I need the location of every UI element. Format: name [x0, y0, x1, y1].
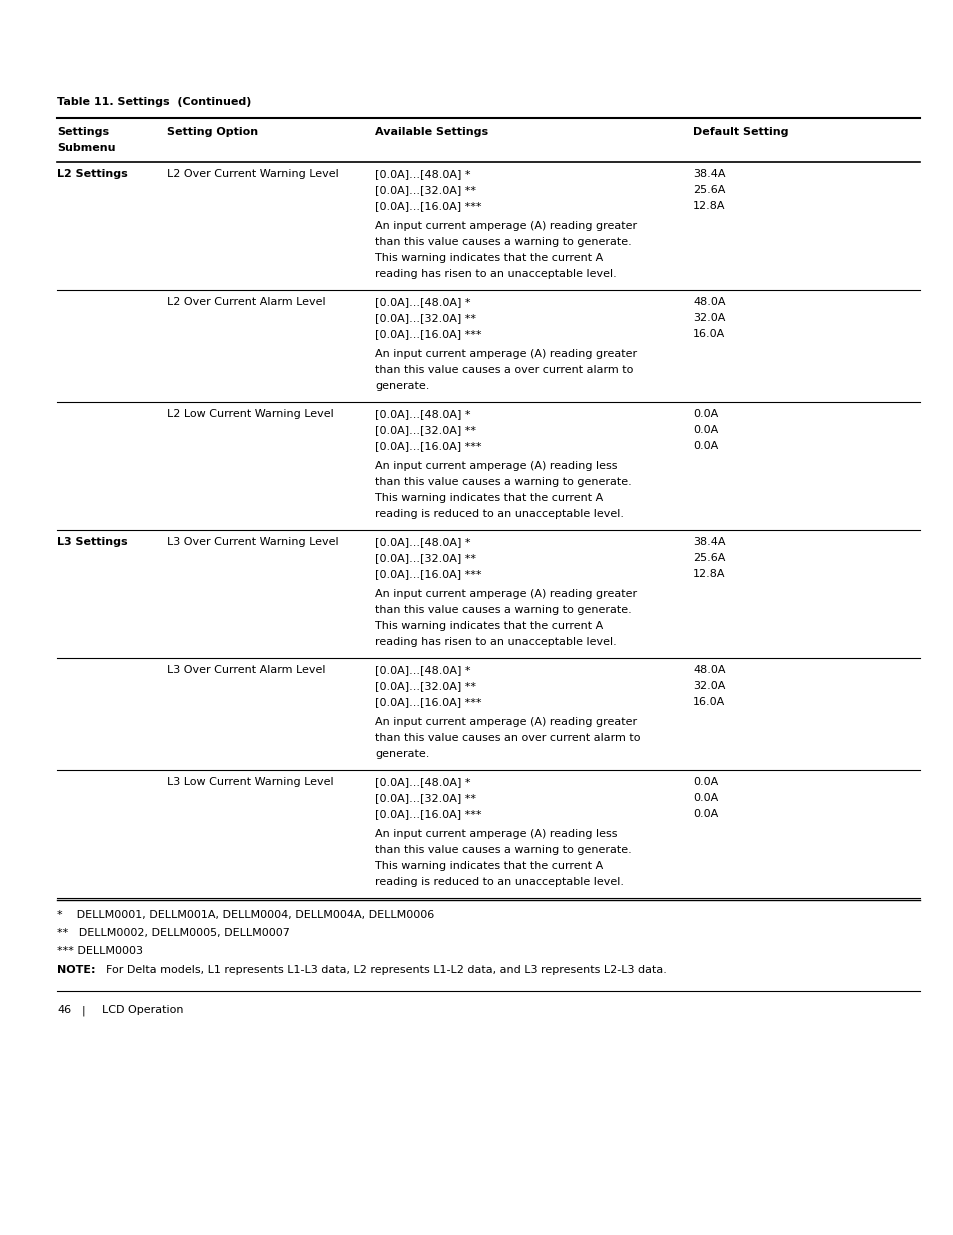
- Text: 0.0A: 0.0A: [692, 809, 718, 819]
- Text: L3 Settings: L3 Settings: [57, 537, 128, 547]
- Text: 16.0A: 16.0A: [692, 329, 724, 338]
- Text: than this value causes an over current alarm to: than this value causes an over current a…: [375, 734, 639, 743]
- Text: than this value causes a warning to generate.: than this value causes a warning to gene…: [375, 477, 631, 487]
- Text: 0.0A: 0.0A: [692, 793, 718, 803]
- Text: L2 Settings: L2 Settings: [57, 169, 128, 179]
- Text: reading has risen to an unacceptable level.: reading has risen to an unacceptable lev…: [375, 637, 616, 647]
- Text: [0.0A]...[48.0A] *: [0.0A]...[48.0A] *: [375, 296, 470, 308]
- Text: 46: 46: [57, 1005, 71, 1015]
- Text: This warning indicates that the current A: This warning indicates that the current …: [375, 861, 602, 871]
- Text: [0.0A]...[16.0A] ***: [0.0A]...[16.0A] ***: [375, 809, 481, 819]
- Text: *    DELLM0001, DELLM001A, DELLM0004, DELLM004A, DELLM0006: * DELLM0001, DELLM001A, DELLM0004, DELLM…: [57, 910, 434, 920]
- Text: [0.0A]...[48.0A] *: [0.0A]...[48.0A] *: [375, 777, 470, 787]
- Text: generate.: generate.: [375, 382, 429, 391]
- Text: **   DELLM0002, DELLM0005, DELLM0007: ** DELLM0002, DELLM0005, DELLM0007: [57, 927, 290, 939]
- Text: [0.0A]...[48.0A] *: [0.0A]...[48.0A] *: [375, 664, 470, 676]
- Text: [0.0A]...[32.0A] **: [0.0A]...[32.0A] **: [375, 680, 476, 692]
- Text: Setting Option: Setting Option: [167, 127, 258, 137]
- Text: NOTE:: NOTE:: [57, 965, 95, 974]
- Text: [0.0A]...[32.0A] **: [0.0A]...[32.0A] **: [375, 793, 476, 803]
- Text: [0.0A]...[48.0A] *: [0.0A]...[48.0A] *: [375, 409, 470, 419]
- Text: 16.0A: 16.0A: [692, 697, 724, 706]
- Text: Available Settings: Available Settings: [375, 127, 488, 137]
- Text: [0.0A]...[16.0A] ***: [0.0A]...[16.0A] ***: [375, 329, 481, 338]
- Text: 12.8A: 12.8A: [692, 201, 724, 211]
- Text: 25.6A: 25.6A: [692, 185, 724, 195]
- Text: [0.0A]...[48.0A] *: [0.0A]...[48.0A] *: [375, 537, 470, 547]
- Text: An input current amperage (A) reading greater: An input current amperage (A) reading gr…: [375, 221, 637, 231]
- Text: 25.6A: 25.6A: [692, 553, 724, 563]
- Text: [0.0A]...[32.0A] **: [0.0A]...[32.0A] **: [375, 553, 476, 563]
- Text: [0.0A]...[32.0A] **: [0.0A]...[32.0A] **: [375, 425, 476, 435]
- Text: [0.0A]...[32.0A] **: [0.0A]...[32.0A] **: [375, 185, 476, 195]
- Text: This warning indicates that the current A: This warning indicates that the current …: [375, 621, 602, 631]
- Text: 38.4A: 38.4A: [692, 537, 724, 547]
- Text: L3 Over Current Alarm Level: L3 Over Current Alarm Level: [167, 664, 325, 676]
- Text: [0.0A]...[16.0A] ***: [0.0A]...[16.0A] ***: [375, 441, 481, 451]
- Text: Table 11. Settings  (Continued): Table 11. Settings (Continued): [57, 98, 251, 107]
- Text: 48.0A: 48.0A: [692, 664, 724, 676]
- Text: An input current amperage (A) reading less: An input current amperage (A) reading le…: [375, 461, 617, 471]
- Text: Settings: Settings: [57, 127, 109, 137]
- Text: than this value causes a warning to generate.: than this value causes a warning to gene…: [375, 845, 631, 855]
- Text: than this value causes a warning to generate.: than this value causes a warning to gene…: [375, 237, 631, 247]
- Text: L3 Low Current Warning Level: L3 Low Current Warning Level: [167, 777, 334, 787]
- Text: [0.0A]...[48.0A] *: [0.0A]...[48.0A] *: [375, 169, 470, 179]
- Text: 0.0A: 0.0A: [692, 777, 718, 787]
- Text: For Delta models, L1 represents L1-L3 data, L2 represents L1-L2 data, and L3 rep: For Delta models, L1 represents L1-L3 da…: [99, 965, 666, 974]
- Text: reading is reduced to an unacceptable level.: reading is reduced to an unacceptable le…: [375, 509, 623, 519]
- Text: 32.0A: 32.0A: [692, 312, 724, 324]
- Text: Submenu: Submenu: [57, 143, 115, 153]
- Text: 0.0A: 0.0A: [692, 409, 718, 419]
- Text: generate.: generate.: [375, 748, 429, 760]
- Text: reading has risen to an unacceptable level.: reading has risen to an unacceptable lev…: [375, 269, 616, 279]
- Text: 0.0A: 0.0A: [692, 425, 718, 435]
- Text: An input current amperage (A) reading greater: An input current amperage (A) reading gr…: [375, 350, 637, 359]
- Text: This warning indicates that the current A: This warning indicates that the current …: [375, 493, 602, 503]
- Text: [0.0A]...[16.0A] ***: [0.0A]...[16.0A] ***: [375, 569, 481, 579]
- Text: Default Setting: Default Setting: [692, 127, 788, 137]
- Text: L3 Over Current Warning Level: L3 Over Current Warning Level: [167, 537, 338, 547]
- Text: *** DELLM0003: *** DELLM0003: [57, 946, 143, 956]
- Text: L2 Low Current Warning Level: L2 Low Current Warning Level: [167, 409, 334, 419]
- Text: L2 Over Current Warning Level: L2 Over Current Warning Level: [167, 169, 338, 179]
- Text: An input current amperage (A) reading greater: An input current amperage (A) reading gr…: [375, 589, 637, 599]
- Text: |: |: [82, 1005, 86, 1015]
- Text: 38.4A: 38.4A: [692, 169, 724, 179]
- Text: L2 Over Current Alarm Level: L2 Over Current Alarm Level: [167, 296, 325, 308]
- Text: 12.8A: 12.8A: [692, 569, 724, 579]
- Text: than this value causes a warning to generate.: than this value causes a warning to gene…: [375, 605, 631, 615]
- Text: 0.0A: 0.0A: [692, 441, 718, 451]
- Text: 48.0A: 48.0A: [692, 296, 724, 308]
- Text: than this value causes a over current alarm to: than this value causes a over current al…: [375, 366, 633, 375]
- Text: An input current amperage (A) reading greater: An input current amperage (A) reading gr…: [375, 718, 637, 727]
- Text: LCD Operation: LCD Operation: [102, 1005, 183, 1015]
- Text: 32.0A: 32.0A: [692, 680, 724, 692]
- Text: [0.0A]...[16.0A] ***: [0.0A]...[16.0A] ***: [375, 697, 481, 706]
- Text: This warning indicates that the current A: This warning indicates that the current …: [375, 253, 602, 263]
- Text: [0.0A]...[16.0A] ***: [0.0A]...[16.0A] ***: [375, 201, 481, 211]
- Text: An input current amperage (A) reading less: An input current amperage (A) reading le…: [375, 829, 617, 839]
- Text: [0.0A]...[32.0A] **: [0.0A]...[32.0A] **: [375, 312, 476, 324]
- Text: reading is reduced to an unacceptable level.: reading is reduced to an unacceptable le…: [375, 877, 623, 887]
